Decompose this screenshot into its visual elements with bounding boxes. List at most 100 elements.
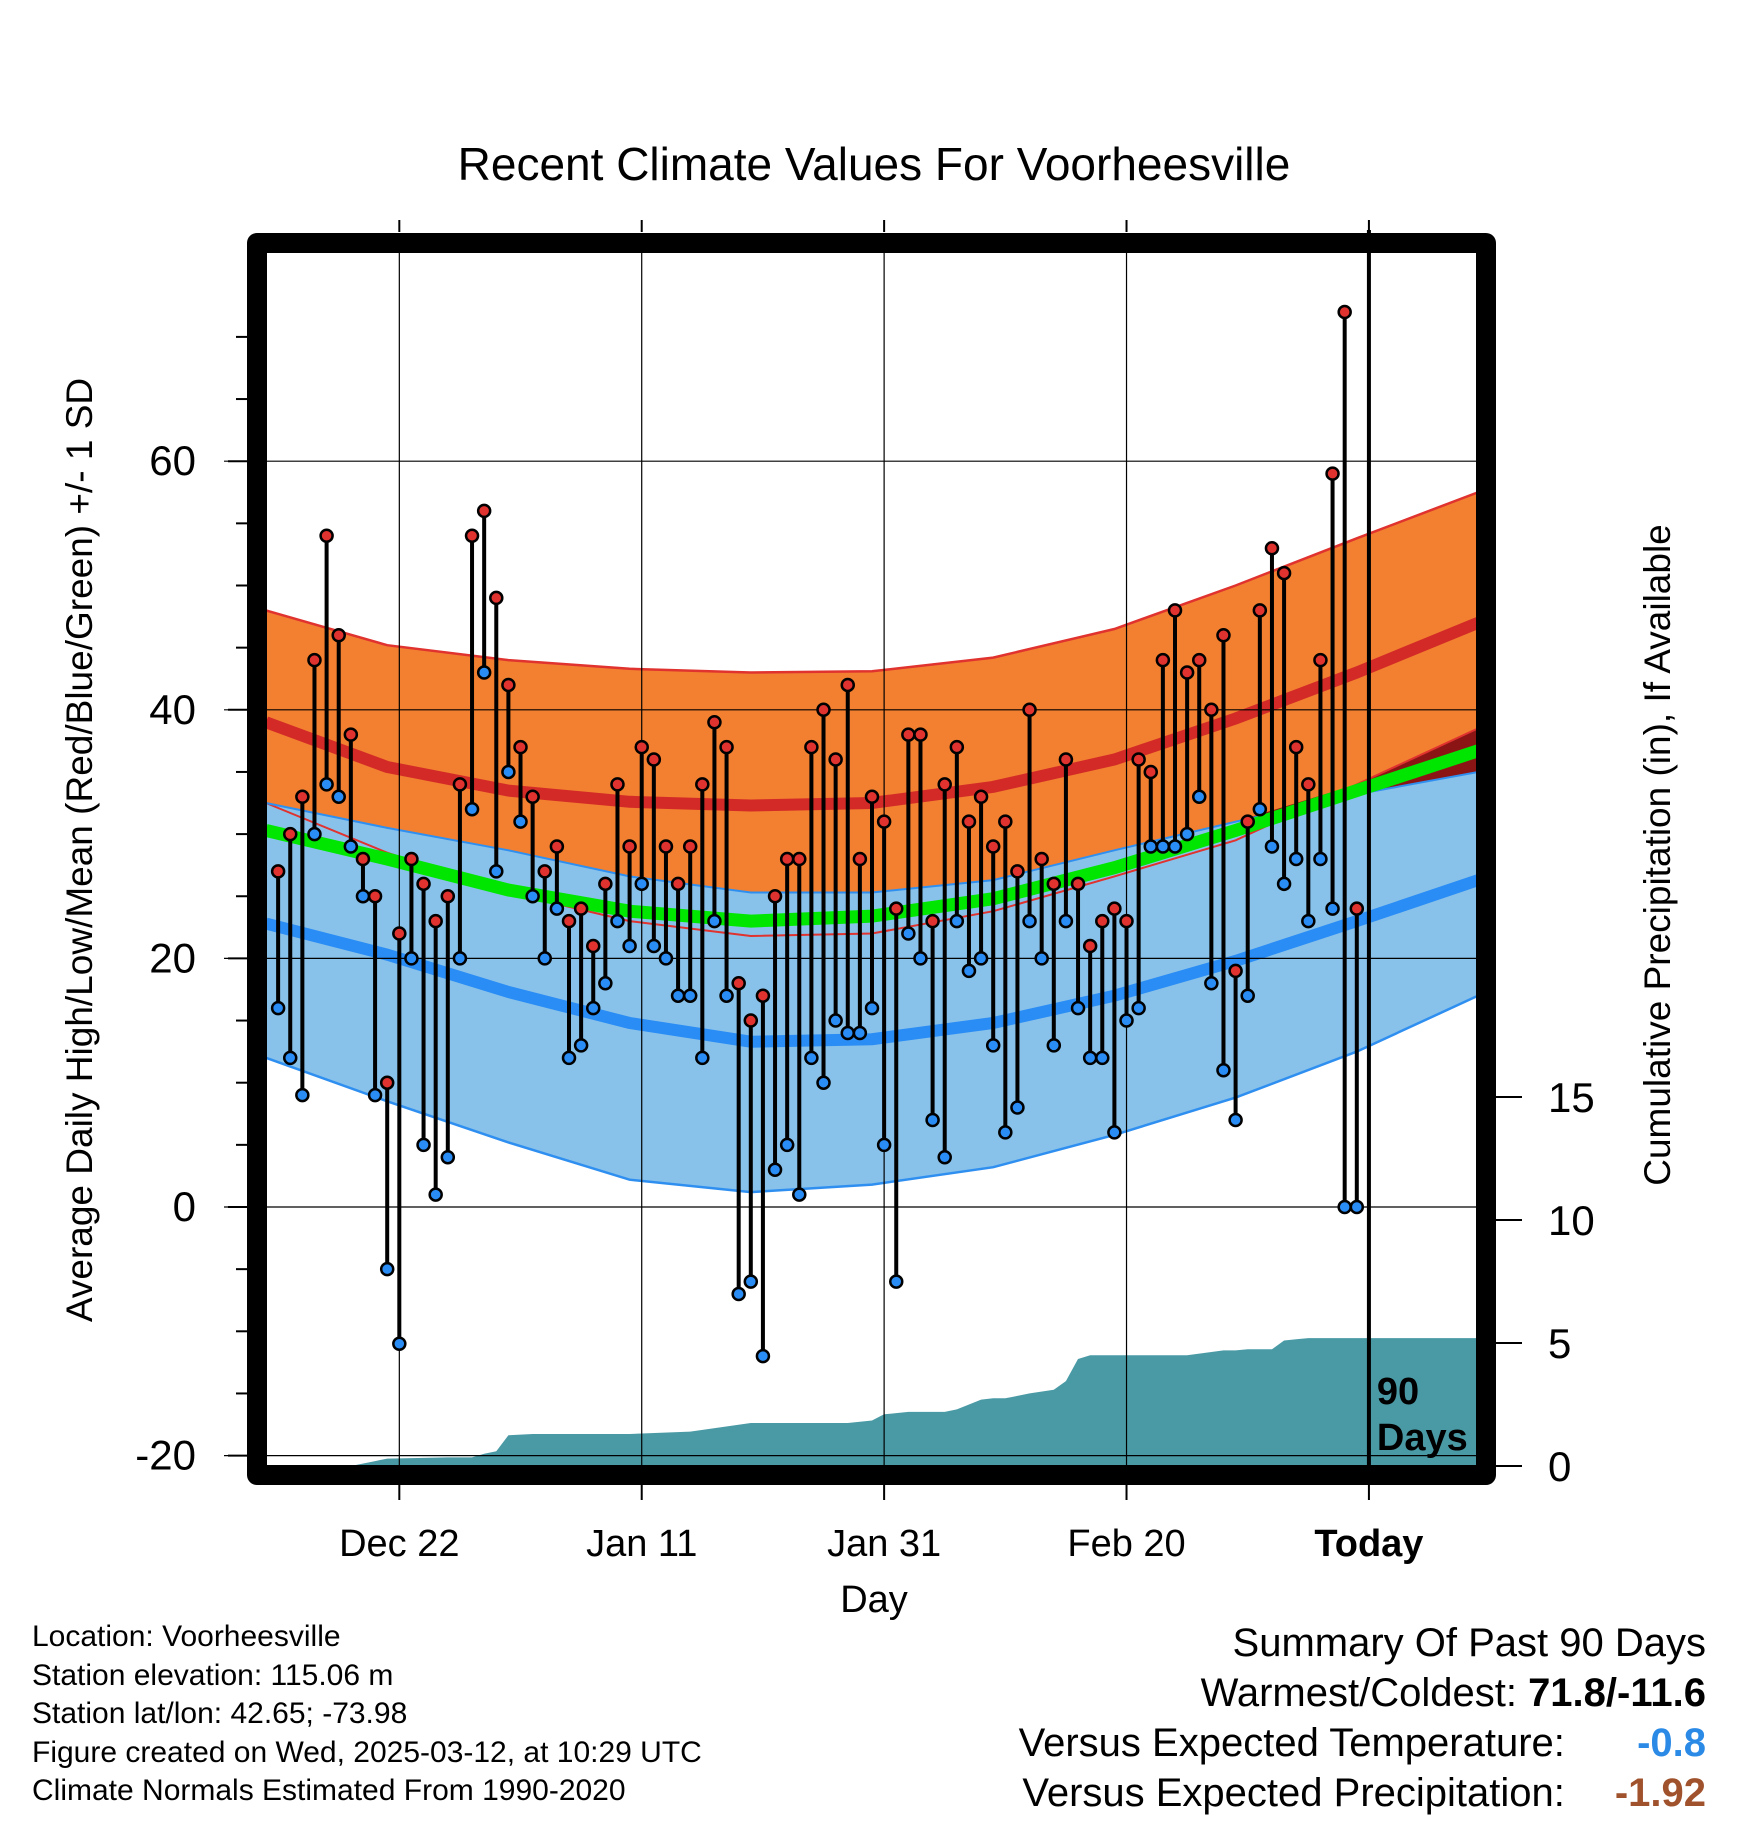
daily-low-point [864, 1000, 880, 1016]
daily-high-point [828, 752, 843, 767]
daily-low-point [695, 1050, 710, 1066]
daily-low-point [998, 1125, 1013, 1140]
daily-low-point [428, 1187, 443, 1202]
daily-low-point [513, 814, 528, 829]
daily-high-point [270, 864, 286, 879]
x-tick-label: Feb 20 [1067, 1523, 1185, 1565]
created-text: Figure created on Wed, 2025-03-12, at 10… [32, 1735, 702, 1769]
daily-high-point [658, 839, 674, 854]
daily-high-point [1046, 876, 1062, 892]
daily-low-point [949, 913, 965, 929]
daily-high-point [489, 590, 504, 606]
today-days-label: 90 [1377, 1371, 1419, 1413]
daily-high-point [1228, 963, 1243, 979]
summary-panel: Summary Of Past 90 Days Warmest/Coldest:… [1019, 1618, 1706, 1818]
daily-low-point [828, 1013, 843, 1028]
summary-title: Summary Of Past 90 Days [1232, 1621, 1706, 1665]
daily-low-point [379, 1261, 395, 1277]
daily-low-point [392, 1336, 407, 1351]
daily-low-point [852, 1025, 868, 1041]
daily-high-point [319, 528, 334, 544]
daily-low-point [634, 876, 649, 892]
daily-high-point [670, 876, 686, 892]
daily-low-point [779, 1137, 795, 1153]
daily-high-point [852, 851, 868, 867]
daily-high-point [792, 851, 807, 867]
daily-high-point [1179, 665, 1195, 680]
daily-high-point [1131, 752, 1146, 767]
daily-low-point [343, 839, 359, 854]
daily-low-point [1058, 913, 1074, 929]
daily-low-point [682, 988, 698, 1003]
x-tick-label: Today [1314, 1523, 1423, 1565]
daily-high-point [1082, 938, 1098, 954]
daily-high-point [901, 727, 916, 742]
daily-high-point [743, 1013, 759, 1028]
daily-high-point [1337, 304, 1352, 320]
daily-low-point [404, 951, 419, 966]
daily-high-point [1143, 764, 1159, 780]
daily-high-point [1022, 702, 1037, 718]
daily-low-point [585, 1000, 601, 1016]
daily-high-point [973, 789, 989, 805]
daily-low-point [792, 1187, 807, 1202]
daily-low-point [1022, 913, 1037, 929]
x-tick-label: Jan 11 [586, 1523, 697, 1565]
daily-high-point [1313, 652, 1328, 668]
plot-frame [247, 233, 1496, 1485]
y-tick-label-right: 0 [1548, 1443, 1571, 1490]
daily-low-point [767, 1162, 783, 1177]
daily-high-point [622, 839, 637, 854]
daily-high-point [998, 814, 1013, 829]
daily-low-point [755, 1348, 771, 1364]
daily-high-point [888, 901, 904, 916]
daily-low-point [1191, 789, 1207, 805]
daily-high-point [961, 814, 977, 829]
daily-high-point [379, 1075, 395, 1090]
daily-low-point [1095, 1050, 1110, 1066]
daily-low-point [1082, 1050, 1098, 1066]
precip-anomaly-label: Versus Expected Precipitation: [1022, 1771, 1565, 1815]
daily-low-point [622, 938, 637, 954]
daily-high-point [367, 889, 383, 904]
daily-low-point [719, 988, 734, 1003]
daily-high-point [1349, 901, 1365, 916]
daily-low-point [925, 1112, 940, 1128]
daily-high-point [1252, 603, 1268, 618]
precip-area [266, 1338, 1476, 1466]
daily-low-point [1167, 839, 1183, 854]
daily-low-point [610, 913, 625, 929]
daily-high-point [1107, 901, 1122, 916]
y-tick-label-left: 60 [149, 437, 196, 484]
elevation-text: Station elevation: 115.06 m [32, 1658, 394, 1692]
daily-low-point [319, 777, 334, 792]
daily-low-point [476, 665, 492, 680]
daily-high-point [646, 752, 662, 767]
daily-high-point [1276, 565, 1292, 581]
daily-low-point [658, 951, 674, 966]
warm-cold-label: Warmest/Coldest: [1200, 1671, 1517, 1715]
daily-low-point [452, 951, 468, 966]
daily-low-point [901, 926, 916, 941]
daily-high-point [1191, 652, 1207, 668]
daily-low-point [985, 1038, 1001, 1053]
daily-low-point [1046, 1038, 1062, 1053]
warm-cold-row: Warmest/Coldest: 71.8/-11.6 [1019, 1668, 1706, 1718]
daily-high-point [452, 777, 468, 792]
daily-high-point [1034, 851, 1049, 867]
daily-low-point [1252, 801, 1268, 817]
daily-high-point [840, 677, 856, 693]
daily-high-point [1301, 777, 1316, 792]
daily-low-point [743, 1274, 759, 1289]
daily-low-point [731, 1286, 746, 1302]
daily-high-point [573, 901, 589, 916]
daily-high-point [1288, 739, 1304, 755]
daily-high-point [295, 789, 310, 805]
daily-low-point [367, 1087, 383, 1103]
low-normal-mean-line [264, 874, 1476, 1048]
daily-low-point [804, 1050, 819, 1066]
temp-anomaly-label: Versus Expected Temperature: [1018, 1721, 1565, 1765]
daily-high-point [476, 503, 492, 519]
daily-low-point [961, 963, 977, 979]
daily-low-point [1179, 826, 1195, 842]
